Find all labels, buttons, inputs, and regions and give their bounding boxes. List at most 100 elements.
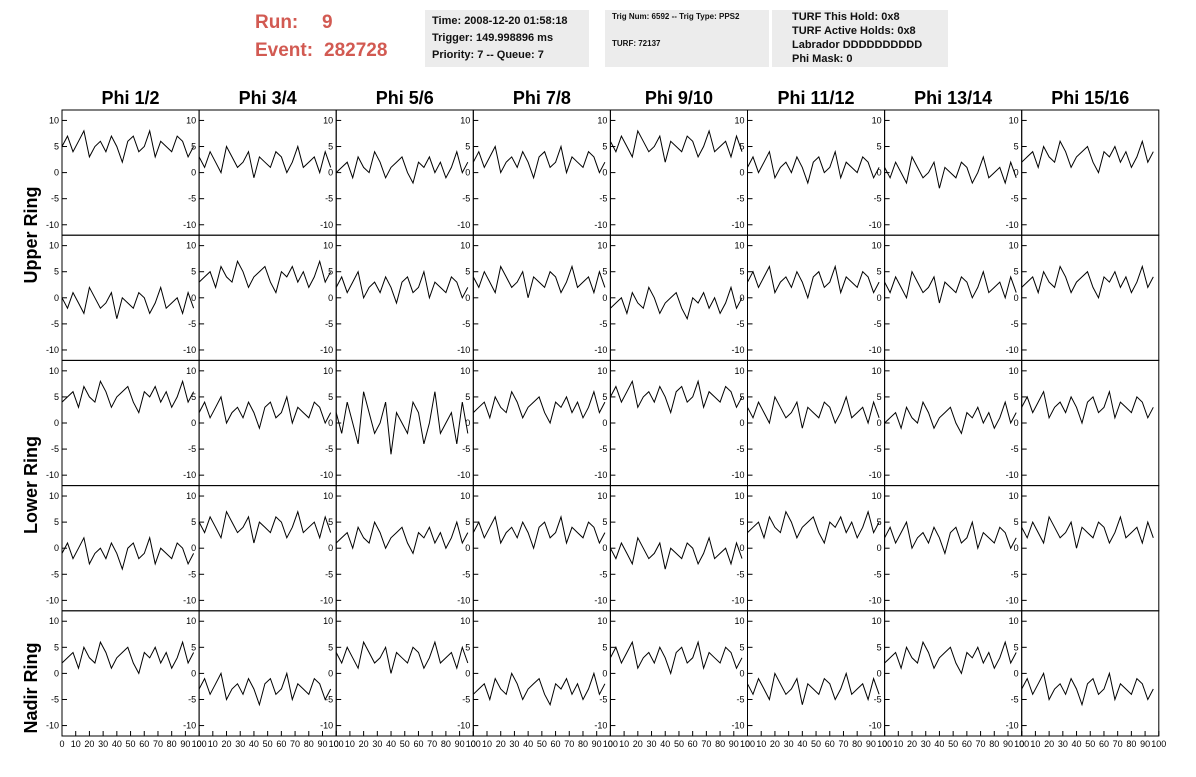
run-label: Run: — [255, 12, 298, 33]
y-tick-label: 10 — [460, 491, 470, 501]
x-tick-label: 90 — [1140, 739, 1150, 749]
waveform — [198, 671, 332, 707]
info-text: Phi Mask: 0 — [792, 53, 853, 65]
waveform — [335, 520, 469, 555]
panel-frame — [747, 109, 886, 236]
waveform — [472, 671, 606, 707]
waveform — [884, 269, 1017, 304]
y-tick-label: -10 — [1006, 470, 1019, 480]
y-tick-label: -10 — [1006, 345, 1019, 355]
panel-frame — [609, 359, 749, 487]
y-tick-label: 0 — [739, 543, 744, 553]
y-tick-label: 0 — [328, 543, 333, 553]
y-tick-label: -5 — [599, 694, 607, 704]
waveform — [61, 535, 195, 571]
x-tick-label: 50 — [400, 739, 410, 749]
y-tick-label: 5 — [877, 267, 882, 277]
x-tick-label: 60 — [413, 739, 423, 749]
x-tick-label: 70 — [564, 739, 574, 749]
y-tick-label: 5 — [739, 642, 744, 652]
y-tick-label: -5 — [462, 319, 470, 329]
y-tick-label: -5 — [736, 569, 744, 579]
y-tick-label: 10 — [186, 491, 196, 501]
y-tick-label: -10 — [594, 345, 607, 355]
y-tick-label: 5 — [328, 142, 333, 152]
y-tick-label: 0 — [191, 668, 196, 678]
x-tick-label: 40 — [660, 739, 670, 749]
y-tick-label: 0 — [191, 418, 196, 428]
waveform — [335, 391, 469, 455]
y-tick-label: -5 — [1011, 444, 1019, 454]
info-box — [772, 10, 948, 67]
y-tick-label: -10 — [46, 595, 59, 605]
x-tick-label: 90 — [180, 739, 190, 749]
panel-frame — [884, 610, 1023, 737]
y-tick-label: -10 — [46, 721, 59, 731]
row-label: Lower Ring — [21, 436, 41, 534]
y-tick-label: 5 — [739, 142, 744, 152]
y-tick-label: -5 — [188, 319, 196, 329]
x-tick-label: 20 — [1044, 739, 1054, 749]
x-tick-label: 90 — [729, 739, 739, 749]
y-tick-label: 10 — [872, 366, 882, 376]
column-label: Phi 7/8 — [513, 88, 571, 108]
panel-frame — [1021, 234, 1160, 361]
y-tick-label: 5 — [54, 642, 59, 652]
y-tick-label: 10 — [872, 616, 882, 626]
panel-frame — [472, 485, 611, 612]
x-tick-label: 30 — [372, 739, 382, 749]
y-tick-label: 10 — [323, 491, 333, 501]
waveform — [198, 395, 332, 430]
y-tick-label: 10 — [186, 616, 196, 626]
x-tick-label: 30 — [921, 739, 931, 749]
x-tick-label: 60 — [139, 739, 149, 749]
panel-frame — [198, 359, 337, 487]
y-tick-label: 10 — [734, 366, 744, 376]
panel-frame — [61, 359, 200, 487]
y-tick-label: 10 — [49, 115, 59, 125]
y-tick-label: 5 — [328, 517, 333, 527]
x-tick-label: 80 — [852, 739, 862, 749]
x-tick-label: 70 — [427, 739, 437, 749]
y-tick-label: -10 — [183, 220, 196, 230]
x-tick-label: 0 — [197, 739, 202, 749]
y-tick-label: 0 — [54, 418, 59, 428]
panel-frame — [61, 610, 200, 737]
y-tick-label: -5 — [599, 194, 607, 204]
y-tick-label: 10 — [872, 491, 882, 501]
info-text: TURF This Hold: 0x8 — [792, 11, 900, 23]
waveform — [884, 155, 1017, 189]
y-tick-label: -5 — [736, 694, 744, 704]
y-tick-label: -10 — [457, 345, 470, 355]
y-tick-label: 5 — [465, 392, 470, 402]
x-tick-label: 50 — [263, 739, 273, 749]
waveform — [198, 259, 332, 294]
y-tick-label: -10 — [457, 470, 470, 480]
waveform — [884, 400, 1017, 435]
y-tick-label: 5 — [54, 142, 59, 152]
x-tick-label: 0 — [59, 739, 64, 749]
y-tick-label: 5 — [54, 517, 59, 527]
y-tick-label: 10 — [186, 115, 196, 125]
y-tick-label: -10 — [457, 595, 470, 605]
x-tick-label: 100 — [1151, 739, 1166, 749]
x-tick-label: 80 — [167, 739, 177, 749]
x-tick-label: 0 — [1019, 739, 1024, 749]
waveform — [747, 671, 880, 705]
y-tick-label: 10 — [872, 241, 882, 251]
info-text: TURF Active Holds: 0x8 — [792, 25, 916, 37]
y-tick-label: 10 — [323, 366, 333, 376]
y-tick-label: 10 — [323, 241, 333, 251]
y-tick-label: 0 — [1014, 418, 1019, 428]
x-tick-label: 50 — [1085, 739, 1095, 749]
y-tick-label: -10 — [1006, 595, 1019, 605]
run-value: 9 — [322, 12, 333, 33]
waveform — [335, 269, 469, 305]
y-tick-label: 10 — [323, 115, 333, 125]
x-tick-label: 50 — [126, 739, 136, 749]
y-tick-label: 0 — [54, 543, 59, 553]
waveform — [1021, 389, 1154, 425]
panel-frame — [609, 485, 749, 612]
y-tick-label: 10 — [323, 616, 333, 626]
y-tick-label: -5 — [736, 194, 744, 204]
